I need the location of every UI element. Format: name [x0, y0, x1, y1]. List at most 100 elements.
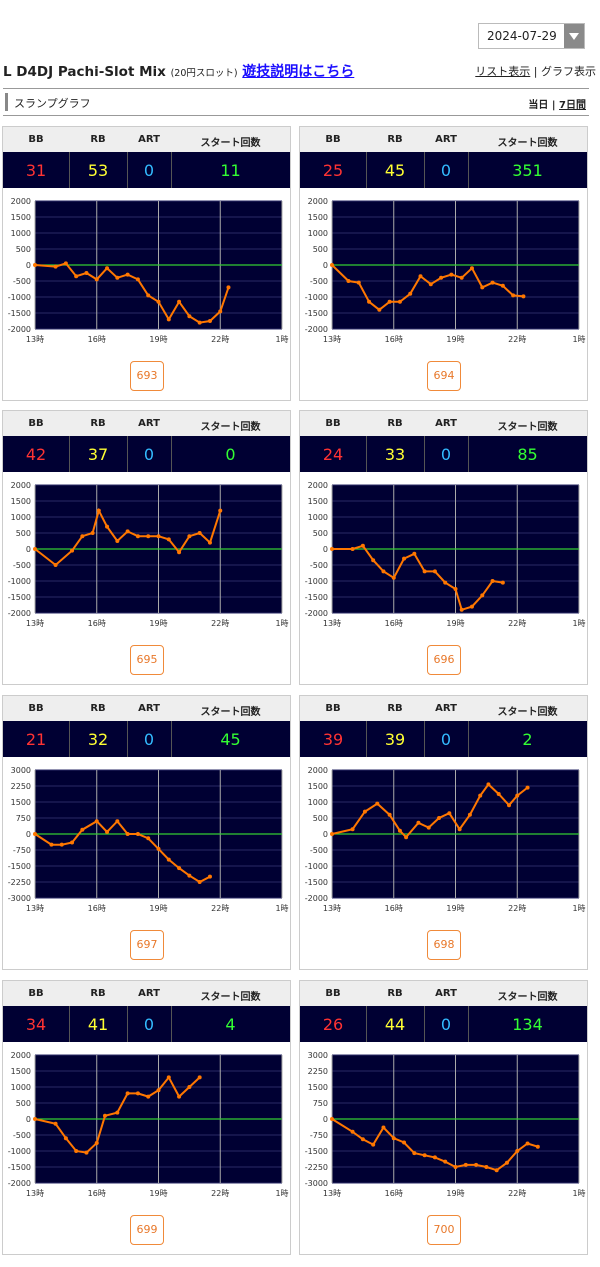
data-point [156, 846, 161, 851]
machine-panel: BB RB ART スタート回数 25 45 0 351 2000 1500 1000 500 0 -50… [299, 126, 588, 401]
data-point [330, 547, 334, 551]
y-tick-label: 0 [26, 261, 31, 270]
value-rb: 39 [384, 730, 406, 749]
machine-number-button[interactable]: 694 [427, 361, 461, 391]
machine-panel: BB RB ART スタート回数 39 39 0 2 2000 1500 1000 500 0 -500 -… [299, 695, 588, 970]
y-tick-label: -1500 [8, 309, 31, 318]
column-divider [171, 436, 172, 472]
machine-number-button[interactable]: 693 [130, 361, 164, 391]
value-start: 2 [522, 730, 533, 749]
y-tick-label: 500 [16, 1099, 31, 1108]
machine-number-button[interactable]: 696 [427, 645, 461, 675]
data-point [166, 317, 171, 322]
value-art: 0 [440, 1015, 452, 1034]
header-rb: RB [387, 134, 403, 145]
x-tick-label: 22時 [211, 1189, 229, 1198]
machine-number-button[interactable]: 700 [427, 1215, 461, 1245]
data-point [33, 832, 37, 836]
data-point [490, 280, 495, 285]
data-point [105, 829, 110, 834]
data-point [469, 266, 474, 271]
y-tick-label: 0 [323, 545, 328, 554]
data-point [397, 828, 402, 833]
machine-panel: BB RB ART スタート回数 31 53 0 11 2000 1500 1000 500 0 -500… [2, 126, 291, 401]
list-view-link[interactable]: リスト表示 [475, 65, 531, 78]
y-tick-label: 2000 [11, 481, 31, 490]
y-tick-label: 2250 [308, 1067, 328, 1076]
value-start: 11 [220, 161, 241, 180]
guide-link[interactable]: 遊技説明はこちら [242, 64, 355, 80]
x-tick-label: 22時 [508, 335, 526, 344]
data-point [437, 816, 442, 820]
x-tick-label: 13時 [323, 904, 341, 913]
column-divider [171, 152, 172, 188]
data-point [105, 524, 110, 529]
data-point [408, 291, 413, 296]
y-tick-label: -500 [13, 1131, 31, 1140]
header-bb: BB [325, 418, 341, 429]
y-tick-label: 2000 [308, 197, 328, 206]
data-point [391, 575, 396, 580]
data-point [443, 1159, 448, 1164]
data-point [115, 1110, 120, 1115]
data-point [63, 1136, 68, 1141]
stats-header: BB RB ART スタート回数 [3, 981, 290, 1006]
machine-number-button[interactable]: 699 [130, 1215, 164, 1245]
data-point [447, 811, 452, 816]
y-tick-label: 1500 [11, 798, 31, 807]
data-point [207, 540, 212, 545]
value-start: 85 [517, 445, 538, 464]
y-tick-label: 500 [313, 529, 328, 538]
week-tab[interactable]: 7日間 [559, 100, 586, 111]
stats-values: 24 33 0 85 [300, 436, 587, 472]
value-rb: 37 [87, 445, 109, 464]
data-point [33, 1117, 37, 1121]
value-bb: 39 [322, 730, 344, 749]
x-tick-label: 22時 [508, 904, 526, 913]
y-tick-label: 500 [16, 529, 31, 538]
graph-view-label: グラフ表示 [541, 65, 596, 78]
data-point [63, 261, 68, 266]
x-tick-label: 16時 [385, 619, 403, 628]
data-point [346, 279, 351, 283]
data-point [387, 299, 392, 304]
data-point [197, 880, 202, 884]
column-divider [69, 152, 70, 188]
data-point [166, 537, 171, 542]
data-point [412, 551, 417, 556]
data-point [80, 534, 85, 539]
data-point [74, 1149, 79, 1153]
data-point [422, 1153, 427, 1158]
data-point [125, 832, 130, 836]
value-start: 45 [220, 730, 241, 749]
data-point [453, 587, 458, 591]
today-tab[interactable]: 当日 [528, 100, 549, 111]
y-tick-label: -750 [13, 846, 31, 855]
machine-number-button[interactable]: 698 [427, 930, 461, 960]
data-point [197, 320, 202, 325]
data-point [330, 832, 334, 836]
chevron-down-icon[interactable] [564, 24, 584, 48]
data-point [412, 1151, 417, 1156]
y-tick-label: -2000 [305, 609, 328, 618]
machine-number-button[interactable]: 697 [130, 930, 164, 960]
data-point [428, 282, 433, 287]
x-tick-label: 13時 [26, 619, 44, 628]
data-point [146, 534, 151, 539]
data-point [362, 809, 367, 814]
machine-number-button[interactable]: 695 [130, 645, 164, 675]
data-point [105, 266, 110, 271]
data-point [486, 782, 491, 787]
header-rb: RB [90, 134, 106, 145]
date-select[interactable]: 2024-07-29 [478, 23, 585, 49]
data-point [135, 534, 140, 539]
x-tick-label: 1時 [275, 335, 288, 344]
x-tick-label: 22時 [211, 335, 229, 344]
column-divider [468, 436, 469, 472]
value-start: 351 [512, 161, 543, 180]
header-art: ART [138, 988, 160, 999]
y-tick-label: 0 [323, 261, 328, 270]
y-tick-label: 750 [313, 1099, 328, 1108]
y-tick-label: -3000 [305, 1179, 328, 1188]
